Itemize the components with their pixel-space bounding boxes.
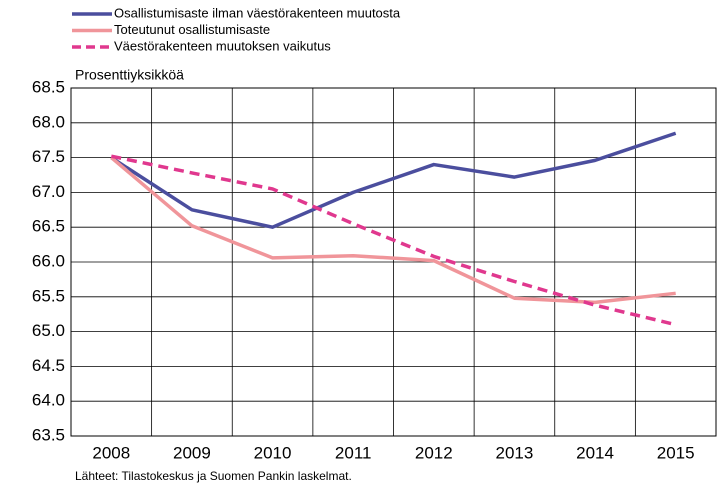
y-tick-label: 64.5 — [32, 356, 65, 375]
legend-label: Osallistumisaste ilman väestörakenteen m… — [114, 5, 401, 20]
y-tick-label: 67.5 — [32, 147, 65, 166]
series-line — [110, 131, 677, 229]
y-tick-label: 66.5 — [32, 217, 65, 236]
y-axis-label: Prosenttiyksikköä — [75, 67, 184, 83]
x-tick-label: 2010 — [254, 443, 292, 462]
x-tick-label: 2015 — [657, 443, 695, 462]
plot-frame — [70, 87, 717, 437]
y-tick-label: 66.0 — [32, 251, 65, 270]
legend-label: Väestörakenteen muutoksen vaikutus — [114, 38, 331, 53]
series-line — [110, 156, 676, 305]
source-note: Lähteet: Tilastokeskus ja Suomen Pankin … — [75, 469, 352, 483]
y-tick-label: 63.5 — [32, 425, 65, 444]
series-line — [110, 154, 677, 327]
x-tick-label: 2011 — [335, 443, 372, 462]
y-tick-label: 68.5 — [32, 77, 65, 96]
x-tick-label: 2013 — [496, 443, 534, 462]
y-tick-label: 64.0 — [32, 391, 65, 410]
y-tick-label: 65.5 — [32, 286, 65, 305]
y-tick-label: 68.0 — [32, 112, 65, 131]
y-tick-label: 67.0 — [32, 182, 65, 201]
x-tick-label: 2012 — [415, 443, 453, 462]
x-tick-label: 2009 — [173, 443, 211, 462]
legend-label: Toteutunut osallistumisaste — [114, 22, 270, 37]
x-tick-label: 2008 — [92, 443, 130, 462]
y-tick-label: 65.0 — [32, 321, 65, 340]
x-tick-label: 2014 — [576, 443, 614, 462]
